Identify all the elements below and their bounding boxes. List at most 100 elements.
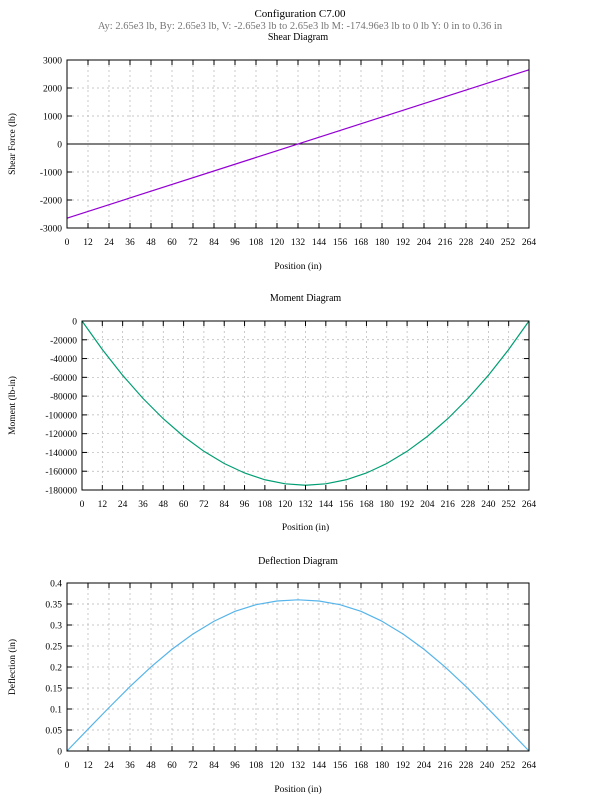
deflection-x-tick-label: 228 [459, 761, 474, 771]
moment-y-tick-label: -20000 [50, 336, 77, 346]
shear-y-tick-label: -2000 [40, 197, 62, 207]
deflection-x-tick-label: 96 [230, 761, 240, 771]
deflection-x-tick-label: 216 [438, 761, 453, 771]
deflection-x-tick-label: 0 [65, 761, 70, 771]
moment-x-tick-label: 144 [319, 500, 334, 510]
shear-x-tick-label: 144 [312, 238, 327, 248]
moment-y-axis-label: Moment (lb-in) [7, 376, 18, 435]
deflection-y-tick-label: 0.4 [50, 580, 62, 590]
moment-x-tick-label: 24 [118, 500, 128, 510]
deflection-y-tick-label: 0.15 [45, 685, 62, 695]
moment-y-tick-label: -140000 [45, 449, 77, 459]
shear-x-tick-label: 228 [459, 238, 474, 248]
moment-chart-title: Moment Diagram [270, 293, 342, 304]
shear-x-tick-label: 108 [249, 238, 264, 248]
moment-y-tick-label: -100000 [45, 411, 77, 421]
moment-series-line [81, 320, 530, 486]
moment-y-tick-label: -80000 [50, 393, 77, 403]
deflection-x-tick-label: 60 [167, 761, 177, 771]
shear-x-tick-label: 252 [501, 238, 516, 248]
shear-x-tick-label: 24 [104, 238, 114, 248]
shear-x-tick-label: 204 [417, 238, 432, 248]
deflection-x-tick-label: 36 [125, 761, 135, 771]
moment-x-tick-label: 264 [522, 500, 537, 510]
deflection-y-axis-label: Deflection (in) [7, 639, 18, 695]
shear-x-tick-label: 192 [396, 238, 411, 248]
deflection-x-tick-label: 84 [209, 761, 219, 771]
moment-x-tick-label: 204 [420, 500, 435, 510]
deflection-x-tick-label: 264 [522, 761, 537, 771]
moment-x-tick-label: 108 [258, 500, 273, 510]
deflection-y-tick-label: 0.3 [50, 622, 62, 632]
moment-x-tick-label: 180 [380, 500, 395, 510]
shear-x-tick-label: 168 [354, 238, 369, 248]
moment-x-tick-label: 156 [339, 500, 354, 510]
shear-x-tick-label: 36 [125, 238, 135, 248]
deflection-x-tick-label: 204 [417, 761, 432, 771]
moment-x-tick-label: 120 [278, 500, 293, 510]
deflection-x-tick-label: 156 [333, 761, 348, 771]
shear-x-tick-label: 156 [333, 238, 348, 248]
moment-x-tick-label: 36 [138, 500, 148, 510]
deflection-x-tick-label: 120 [270, 761, 285, 771]
moment-y-tick-label: -40000 [50, 355, 77, 365]
deflection-y-tick-label: 0 [57, 748, 62, 758]
deflection-x-tick-label: 168 [354, 761, 369, 771]
moment-y-tick-label: -160000 [45, 468, 77, 478]
moment-x-tick-label: 12 [98, 500, 108, 510]
deflection-x-tick-label: 48 [146, 761, 156, 771]
shear-x-tick-label: 216 [438, 238, 453, 248]
shear-x-axis-label: Position (in) [274, 261, 321, 272]
shear-y-tick-label: -3000 [40, 225, 62, 235]
deflection-x-tick-label: 192 [396, 761, 411, 771]
moment-x-tick-label: 132 [298, 500, 313, 510]
moment-y-tick-label: -60000 [50, 374, 77, 384]
shear-x-tick-label: 132 [291, 238, 306, 248]
moment-x-tick-label: 60 [179, 500, 189, 510]
shear-x-tick-label: 48 [146, 238, 156, 248]
deflection-x-axis-label: Position (in) [274, 784, 321, 795]
deflection-x-tick-label: 144 [312, 761, 327, 771]
figure-subtitle: Ay: 2.65e3 lb, By: 2.65e3 lb, V: -2.65e3… [97, 21, 503, 32]
deflection-y-tick-label: 0.2 [50, 664, 62, 674]
shear-y-tick-label: 1000 [43, 113, 62, 123]
moment-x-tick-label: 168 [359, 500, 374, 510]
moment-y-tick-label: 0 [72, 318, 77, 328]
moment-x-tick-label: 216 [441, 500, 456, 510]
deflection-x-tick-label: 12 [83, 761, 93, 771]
moment-y-tick-label: -120000 [45, 430, 77, 440]
moment-x-tick-label: 228 [461, 500, 476, 510]
shear-x-tick-label: 120 [270, 238, 285, 248]
shear-x-tick-label: 180 [375, 238, 390, 248]
deflection-x-tick-label: 240 [480, 761, 495, 771]
shear-y-tick-label: 0 [57, 141, 62, 151]
moment-x-tick-label: 96 [240, 500, 250, 510]
deflection-x-tick-label: 108 [249, 761, 264, 771]
shear-series-line [66, 69, 530, 219]
moment-x-tick-label: 84 [219, 500, 229, 510]
moment-x-tick-label: 72 [199, 500, 209, 510]
deflection-x-tick-label: 252 [501, 761, 516, 771]
moment-x-tick-label: 0 [80, 500, 85, 510]
shear-x-tick-label: 0 [65, 238, 70, 248]
shear-y-tick-label: 2000 [43, 85, 62, 95]
moment-x-tick-label: 192 [400, 500, 415, 510]
deflection-x-tick-label: 132 [291, 761, 306, 771]
moment-y-tick-label: -180000 [45, 487, 77, 497]
deflection-y-tick-label: 0.05 [45, 727, 62, 737]
deflection-chart-title: Deflection Diagram [258, 556, 338, 567]
moment-x-tick-label: 240 [481, 500, 496, 510]
shear-y-tick-label: -1000 [40, 169, 62, 179]
deflection-x-tick-label: 24 [104, 761, 114, 771]
deflection-y-tick-label: 0.1 [50, 706, 62, 716]
moment-x-tick-label: 48 [159, 500, 169, 510]
deflection-y-tick-label: 0.25 [45, 643, 62, 653]
moment-x-tick-label: 252 [502, 500, 517, 510]
shear-x-tick-label: 72 [188, 238, 198, 248]
shear-x-tick-label: 240 [480, 238, 495, 248]
shear-x-tick-label: 84 [209, 238, 219, 248]
shear-y-axis-label: Shear Force (lb) [7, 113, 18, 175]
moment-x-axis-label: Position (in) [282, 522, 329, 533]
shear-x-tick-label: 96 [230, 238, 240, 248]
